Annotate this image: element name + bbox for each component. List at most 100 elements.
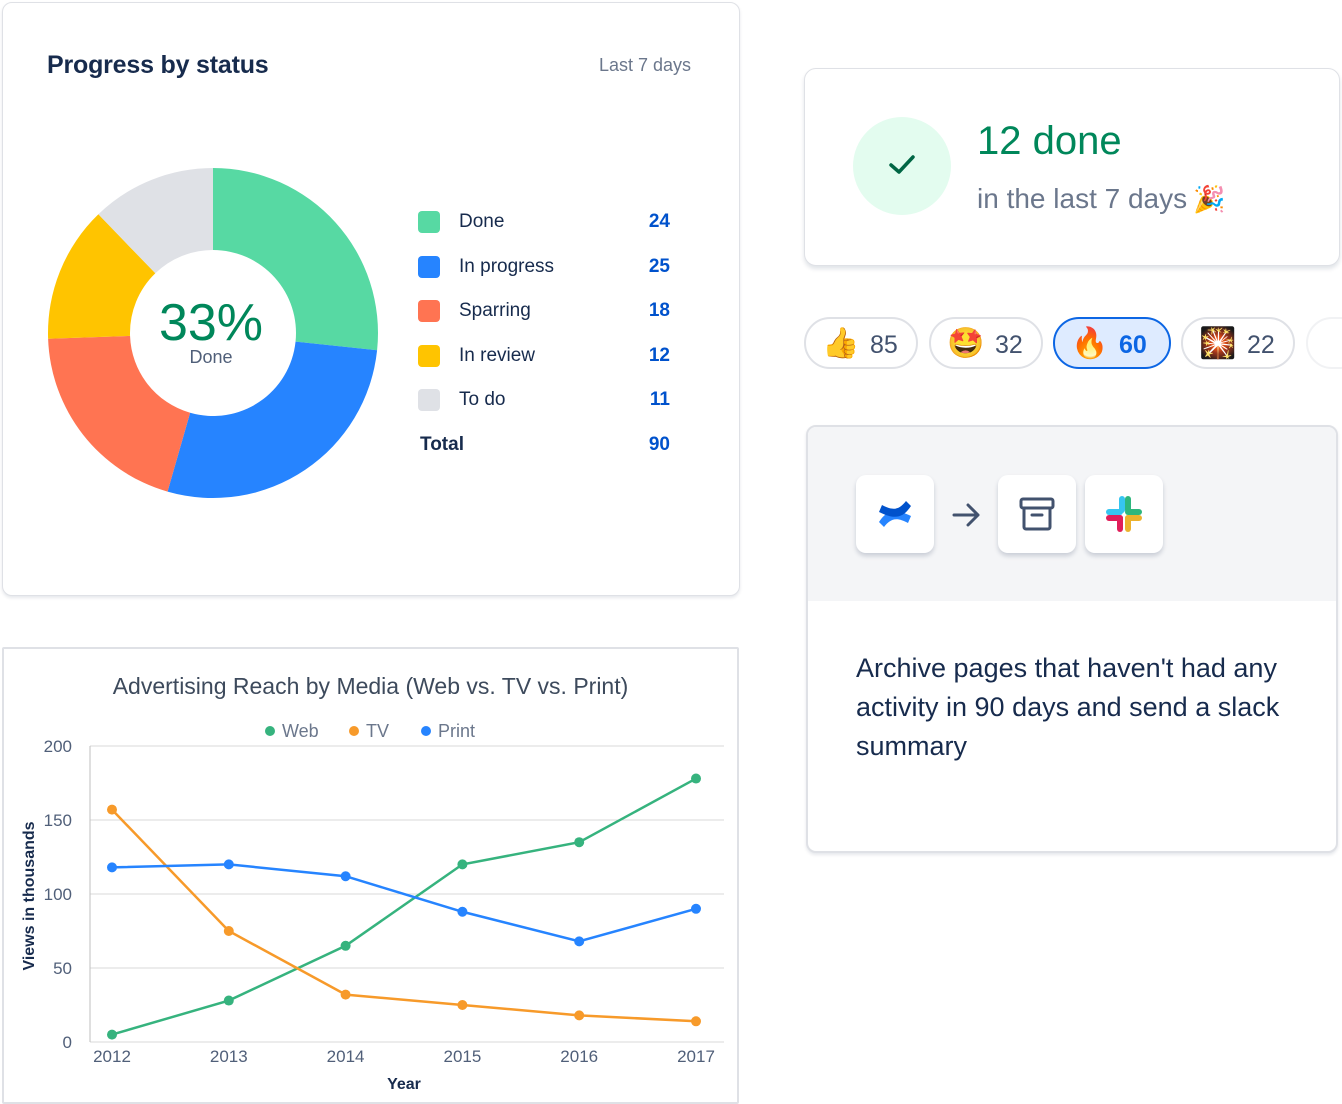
y-tick-label: 0 <box>63 1033 72 1052</box>
donut-slice-in-review[interactable] <box>47 214 156 339</box>
x-tick-label: 2016 <box>560 1047 598 1066</box>
reaction-count: 32 <box>995 331 1023 359</box>
data-point-print[interactable] <box>223 859 234 870</box>
data-point-web[interactable] <box>107 1029 117 1040</box>
legend-marker <box>421 726 431 736</box>
done-subtitle-text: in the last 7 days <box>977 183 1188 214</box>
legend-label: In progress <box>459 255 555 277</box>
y-tick-label: 50 <box>53 959 72 978</box>
data-point-web[interactable] <box>691 773 701 784</box>
total-label: Total <box>420 433 464 455</box>
chart-title: Advertising Reach by Media (Web vs. TV v… <box>112 673 629 699</box>
legend-value: 25 <box>648 255 670 277</box>
legend-value: 12 <box>648 344 670 366</box>
date-range-label[interactable]: Last 7 days <box>598 55 691 75</box>
done-percent: 33% <box>158 294 264 352</box>
legend-swatch <box>418 300 440 322</box>
legend-marker <box>265 726 275 736</box>
legend-swatch <box>418 211 440 233</box>
sparkler-icon: 🎇 <box>1199 327 1237 360</box>
reaction-fire[interactable]: 🔥 60 <box>1053 317 1171 369</box>
y-axis-label: Views in thousands <box>21 821 38 970</box>
status-donut-chart <box>47 168 378 498</box>
data-point-tv[interactable] <box>107 804 117 815</box>
x-tick-label: 2013 <box>210 1047 248 1066</box>
data-point-web[interactable] <box>574 837 585 848</box>
data-point-tv[interactable] <box>691 1016 701 1027</box>
confluence-icon <box>879 501 911 527</box>
automation-description: Archive pages that haven't had any activ… <box>856 653 1280 761</box>
legend-item-done[interactable]: Done 24 <box>418 209 670 254</box>
data-point-print[interactable] <box>107 862 117 873</box>
data-point-tv[interactable] <box>457 1000 468 1010</box>
data-point-print[interactable] <box>574 936 585 947</box>
donut-slice-to-do[interactable] <box>98 168 213 274</box>
automation-rule-card[interactable]: Archive pages that haven't had any activ… <box>806 425 1338 853</box>
progress-title: Progress by status <box>47 51 269 79</box>
x-tick-label: 2015 <box>443 1047 481 1066</box>
add-reaction-button[interactable] <box>1306 317 1342 369</box>
fire-icon: 🔥 <box>1071 327 1109 360</box>
donut-slice-sparring[interactable] <box>48 335 191 492</box>
data-point-tv[interactable] <box>574 1010 585 1021</box>
arrow-right-icon <box>952 503 980 527</box>
data-point-web[interactable] <box>457 859 468 870</box>
archive-tile <box>998 475 1076 553</box>
reaction-count: 22 <box>1247 331 1275 359</box>
legend-label: Sparring <box>459 300 531 321</box>
done-count: 12 done <box>977 119 1122 163</box>
legend-value: 18 <box>648 300 670 321</box>
reaction-star-struck[interactable]: 🤩 32 <box>929 317 1043 369</box>
legend-swatch <box>418 344 440 367</box>
automation-flow <box>808 427 1336 601</box>
line-chart: 0 50 100 150 200 2012 2013 2014 2015 2016 2017 Year… <box>21 721 724 1093</box>
series-line-tv <box>111 808 697 1023</box>
status-legend: Done 24 In progress 25 Sparring 18 In re… <box>418 209 670 476</box>
reaction-count: 60 <box>1119 331 1147 359</box>
party-popper-icon: 🎉 <box>1193 184 1226 214</box>
data-point-tv[interactable] <box>340 989 351 1000</box>
legend-item-web[interactable]: Web <box>282 721 319 741</box>
series-line-web <box>111 777 697 1036</box>
advertising-reach-chart-card: Advertising Reach by Media (Web vs. TV v… <box>2 647 739 1104</box>
star-struck-icon: 🤩 <box>947 327 985 360</box>
slack-icon <box>1106 496 1142 532</box>
legend-item-to-do[interactable]: To do 11 <box>418 387 670 432</box>
data-point-web[interactable] <box>223 995 234 1006</box>
legend-item-tv[interactable]: TV <box>366 721 389 741</box>
done-summary-card: 12 done in the last 7 days 🎉 <box>804 68 1340 266</box>
data-point-web[interactable] <box>340 940 351 951</box>
y-tick-label: 100 <box>44 885 72 904</box>
x-tick-label: 2017 <box>677 1047 715 1066</box>
legend-value: 24 <box>648 211 670 232</box>
series-line-print <box>111 863 697 943</box>
confluence-tile <box>856 475 934 553</box>
reaction-sparkler[interactable]: 🎇 22 <box>1181 317 1295 369</box>
donut-slice-in-progress[interactable] <box>167 341 378 498</box>
reaction-count: 85 <box>870 331 898 359</box>
progress-card: Progress by status Last 7 days 33% Done … <box>2 2 740 596</box>
legend-label: In review <box>459 344 536 366</box>
data-point-print[interactable] <box>691 903 701 914</box>
reaction-thumbs-up[interactable]: 👍 85 <box>804 317 918 369</box>
data-point-print[interactable] <box>340 871 351 882</box>
done-percent-label: Done <box>189 347 233 367</box>
data-point-tv[interactable] <box>223 926 234 936</box>
legend-item-in-progress[interactable]: In progress 25 <box>418 254 670 299</box>
legend-item-in-review[interactable]: In review 12 <box>418 343 670 388</box>
legend-item-print[interactable]: Print <box>438 721 475 741</box>
y-tick-label: 200 <box>44 737 72 756</box>
donut-slice-done[interactable] <box>213 168 378 351</box>
legend-marker <box>349 726 359 736</box>
donut-center: 33% Done <box>111 297 311 368</box>
legend-item-sparring[interactable]: Sparring 18 <box>418 298 670 343</box>
slack-tile <box>1085 475 1163 553</box>
legend-total-row: Total 90 <box>418 432 670 477</box>
legend-swatch <box>418 389 440 411</box>
legend-swatch <box>418 255 440 278</box>
y-tick-label: 150 <box>44 811 72 830</box>
archive-icon <box>1019 497 1055 531</box>
data-point-print[interactable] <box>457 906 468 917</box>
legend-value: 11 <box>649 389 670 410</box>
x-tick-label: 2012 <box>93 1047 131 1066</box>
